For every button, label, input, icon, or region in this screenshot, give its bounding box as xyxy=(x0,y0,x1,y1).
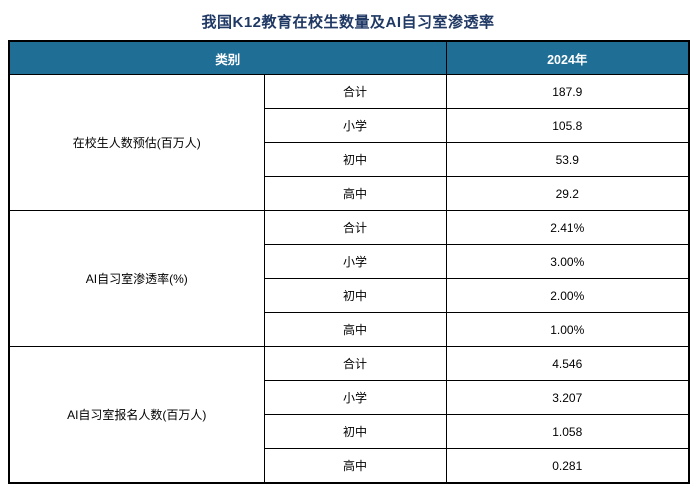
table-row: 小学 3.00% xyxy=(9,244,690,279)
table-row: 高中 1.00% xyxy=(9,312,690,347)
row-value: 1.00% xyxy=(445,312,690,347)
row-type: 小学 xyxy=(263,380,447,415)
table-row: 高中 0.281 xyxy=(9,448,690,484)
row-value: 53.9 xyxy=(445,142,690,177)
table-row: 小学 105.8 xyxy=(9,108,690,143)
row-type: 合计 xyxy=(263,346,447,381)
row-type: 初中 xyxy=(263,414,447,449)
group-label-signup-count: AI自习室报名人数(百万人) xyxy=(8,346,265,484)
table-row: AI自习室报名人数(百万人) 合计 4.546 xyxy=(8,346,690,484)
row-value: 2.41% xyxy=(445,210,690,245)
row-value: 105.8 xyxy=(445,108,690,143)
k12-data-table: 类别 2024年 在校生人数预估(百万人) 合计 187.9 小学 105.8 … xyxy=(8,40,691,484)
page-title: 我国K12教育在校生数量及AI自习室渗透率 xyxy=(201,14,495,31)
row-type: 小学 xyxy=(263,244,447,279)
table-row: 初中 2.00% xyxy=(9,278,690,313)
row-value: 3.00% xyxy=(445,244,690,279)
row-type: 小学 xyxy=(263,108,447,143)
row-value: 29.2 xyxy=(445,176,690,211)
header-cell-category: 类别 xyxy=(8,40,447,75)
group-label-enrolled-students: 在校生人数预估(百万人) xyxy=(8,74,265,211)
row-type: 初中 xyxy=(263,142,447,177)
row-type: 高中 xyxy=(263,312,447,347)
header-row: 类别 2024年 xyxy=(8,40,690,75)
row-type: 合计 xyxy=(263,210,447,245)
table-row: 在校生人数预估(百万人) 合计 187.9 xyxy=(8,74,690,211)
table-row: 小学 3.207 xyxy=(9,380,690,415)
row-type: 高中 xyxy=(263,448,447,484)
row-value: 4.546 xyxy=(445,346,690,381)
row-type: 合计 xyxy=(263,74,447,109)
row-value: 1.058 xyxy=(445,414,690,449)
row-type: 高中 xyxy=(263,176,447,211)
table-row: 高中 29.2 xyxy=(9,176,690,211)
group-label-penetration-rate: AI自习室渗透率(%) xyxy=(8,210,265,347)
row-type: 初中 xyxy=(263,278,447,313)
table-row: 初中 53.9 xyxy=(9,142,690,177)
header-cell-year: 2024年 xyxy=(445,40,690,75)
row-value: 3.207 xyxy=(445,380,690,415)
row-value: 2.00% xyxy=(445,278,690,313)
row-value: 187.9 xyxy=(445,74,690,109)
table-row: AI自习室渗透率(%) 合计 2.41% xyxy=(8,210,690,347)
table-row: 初中 1.058 xyxy=(9,414,690,449)
row-value: 0.281 xyxy=(445,448,690,484)
